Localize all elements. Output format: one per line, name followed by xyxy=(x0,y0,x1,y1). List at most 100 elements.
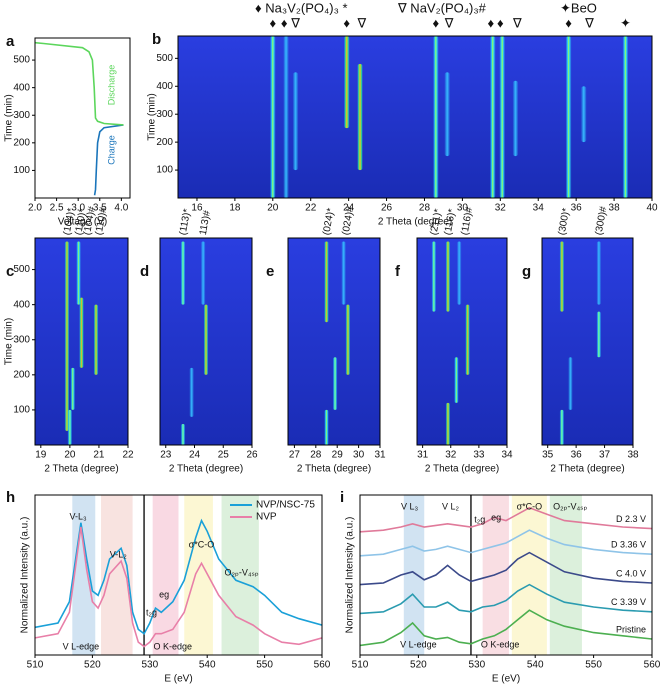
peak-label: (116)# xyxy=(460,206,476,236)
annotation: σ*C-O xyxy=(189,539,215,549)
intensity-streak xyxy=(622,36,629,198)
annotation: O₂ₚ-V₄ₛₚ xyxy=(553,501,587,511)
annotation: V L₃ xyxy=(401,501,419,511)
x-tick-label: 37 xyxy=(599,450,611,461)
annotation: V L-edge xyxy=(400,639,437,649)
curve-label: C 3.39 V xyxy=(611,597,646,607)
peak-label: (024)* xyxy=(321,207,337,236)
plot-area xyxy=(35,238,128,445)
x-axis-label: Voltage (V) xyxy=(58,217,107,228)
phase-marker: ∇ xyxy=(584,15,594,30)
x-tick-label: 32 xyxy=(495,203,507,214)
phase-marker: ∇ xyxy=(444,15,454,30)
x-tick-label: 20 xyxy=(64,450,76,461)
intensity-streak xyxy=(203,304,209,375)
x-tick-label: 550 xyxy=(256,660,273,671)
x-tick-label: 26 xyxy=(246,450,258,461)
annotation: V L₂ xyxy=(442,501,460,511)
curve-label: Pristine xyxy=(616,624,646,634)
y-tick-label: 200 xyxy=(13,137,30,148)
x-tick-label: 31 xyxy=(417,450,429,461)
panel-label: i xyxy=(340,489,344,506)
x-tick-label: 24 xyxy=(343,203,355,214)
series-line xyxy=(360,551,652,586)
axes-frame xyxy=(159,237,253,446)
x-tick-label: 28 xyxy=(419,203,431,214)
intensity-streak xyxy=(70,367,76,410)
panel: c 19 20 21 22 100 200 300 400 500 2 Theta (degree)… xyxy=(4,205,134,474)
y-tick-label: 400 xyxy=(156,81,173,92)
x-tick-label: 27 xyxy=(289,450,301,461)
legend-entry: ∇ NaV₂(PO₄)₃# xyxy=(397,0,487,15)
panel-label: h xyxy=(6,489,15,506)
annotation: V-L₃ xyxy=(69,511,87,521)
peak-label: (104)# xyxy=(82,205,98,236)
axes-frame xyxy=(287,237,381,446)
x-tick-label: 520 xyxy=(410,660,427,671)
panel: d 23 24 25 262 Theta (degree) (113)* 113)# xyxy=(140,208,258,475)
y-tick-label: 200 xyxy=(156,137,173,148)
x-axis-label: 2 Theta (degree) xyxy=(550,464,624,475)
intensity-streak xyxy=(269,36,276,198)
intensity-streak xyxy=(444,72,451,157)
peak-label: (300)* xyxy=(557,207,573,236)
x-tick-label: 26 xyxy=(381,203,393,214)
y-tick-label: 100 xyxy=(13,165,30,176)
phase-marker: ✦ xyxy=(620,15,631,30)
panel-label: a xyxy=(6,33,15,50)
annotation: V L-edge xyxy=(63,641,100,651)
panel: h 510 520 530 540 550 560 E (eV) Normalized Inte… xyxy=(6,489,331,685)
intensity-streak xyxy=(93,304,99,375)
heatmap-background xyxy=(178,36,652,198)
x-tick-label: 550 xyxy=(585,660,602,671)
x-tick-label: 16 xyxy=(191,203,203,214)
intensity-streak xyxy=(489,36,496,198)
annotation: eg xyxy=(491,512,501,522)
intensity-streak xyxy=(292,72,299,171)
plot-area xyxy=(542,238,633,445)
x-axis-label: 2 Theta (degree) xyxy=(297,464,371,475)
energy-band xyxy=(152,495,179,655)
y-tick-label: 500 xyxy=(13,264,30,275)
panel: g35 36 37 382 Theta (degree)(300)* (300)# xyxy=(522,205,639,474)
x-axis-label: 2 Theta (degree) xyxy=(425,464,499,475)
y-tick-label: 300 xyxy=(156,109,173,120)
intensity-streak xyxy=(456,241,462,305)
x-tick-label: 20 xyxy=(267,203,279,214)
x-tick-label: 28 xyxy=(310,450,322,461)
annotation: O K-edge xyxy=(153,641,192,651)
x-tick-label: 30 xyxy=(457,203,469,214)
x-tick-label: 510 xyxy=(352,660,369,671)
legend-entry: NVP xyxy=(256,512,277,523)
x-tick-label: 23 xyxy=(160,450,172,461)
intensity-streak xyxy=(454,357,459,403)
panel-label: g xyxy=(522,263,531,280)
x-tick-label: 30 xyxy=(353,450,365,461)
intensity-streak xyxy=(559,409,565,445)
y-tick-label: 300 xyxy=(13,334,30,345)
phase-marker: ♦ xyxy=(269,15,276,30)
peak-label: (211)* xyxy=(429,208,444,236)
y-axis-label: Normalized Intensity (a.u.) xyxy=(345,517,356,634)
intensity-streak xyxy=(565,36,572,198)
series-line xyxy=(360,609,652,647)
peak-label: (300)# xyxy=(594,205,610,236)
annotation: t₂g xyxy=(474,514,485,524)
intensity-streak xyxy=(445,402,451,445)
energy-band xyxy=(221,495,259,655)
series-line xyxy=(93,124,124,196)
x-tick-label: 3.0 xyxy=(71,203,85,214)
intensity-streak xyxy=(180,423,186,445)
x-tick-label: 21 xyxy=(93,450,105,461)
axes-frame xyxy=(541,237,634,446)
intensity-streak xyxy=(180,241,186,305)
x-tick-label: 2.5 xyxy=(50,203,64,214)
heatmap-background xyxy=(288,238,380,445)
intensity-streak xyxy=(559,241,565,312)
x-axis-label: 2 Theta (degree) xyxy=(169,464,243,475)
intensity-streak xyxy=(200,241,206,305)
x-tick-label: 35 xyxy=(542,450,554,461)
x-tick-label: 4.0 xyxy=(114,203,128,214)
phase-marker: ∇ xyxy=(357,15,367,30)
plot-area xyxy=(288,238,380,445)
